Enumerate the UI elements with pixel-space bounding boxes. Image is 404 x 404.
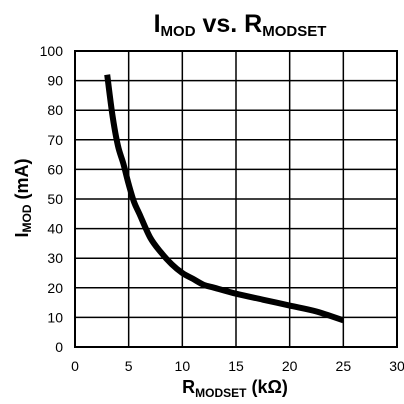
plot-border — [74, 50, 398, 348]
y-tick-label: 100 — [40, 43, 64, 59]
y-axis-label-rest: (mA) — [12, 158, 32, 204]
plot-frame — [74, 50, 398, 348]
chart-title-main-sub: MOD — [161, 23, 196, 40]
chart-title: IMOD vs. RMODSET — [154, 10, 327, 40]
y-axis-label-main: I — [12, 232, 32, 237]
x-tick-label: 10 — [175, 358, 191, 374]
y-tick-labels: 0 10 20 30 40 50 60 70 80 90 100 — [40, 43, 64, 355]
chart-title-middle: vs. R — [196, 10, 263, 38]
y-tick-label: 0 — [55, 339, 63, 355]
y-tick-label: 20 — [47, 280, 63, 296]
grid — [74, 50, 398, 348]
x-axis-label-rest: (kΩ) — [246, 377, 287, 397]
x-axis-label: RMODSET (kΩ) — [182, 377, 288, 400]
y-tick-label: 60 — [47, 161, 63, 177]
chart-title-middle-sub: MODSET — [262, 23, 326, 40]
x-tick-label: 0 — [71, 358, 79, 374]
x-tick-label: 5 — [125, 358, 133, 374]
x-axis-label-main: R — [182, 377, 195, 397]
y-tick-label: 70 — [47, 132, 63, 148]
x-tick-labels: 0 5 10 15 20 25 30 — [71, 358, 404, 374]
x-tick-label: 20 — [282, 358, 298, 374]
y-tick-label: 50 — [47, 191, 63, 207]
series — [104, 74, 345, 324]
series-line — [104, 74, 345, 324]
y-tick-label: 40 — [47, 221, 63, 237]
x-tick-label: 25 — [336, 358, 352, 374]
y-axis-label: IMOD (mA) — [12, 158, 34, 237]
x-tick-label: 15 — [228, 358, 244, 374]
x-axis-label-sub: MODSET — [195, 386, 247, 400]
y-tick-label: 10 — [47, 309, 63, 325]
y-tick-label: 80 — [47, 102, 63, 118]
y-tick-label: 30 — [47, 250, 63, 266]
y-axis-label-sub: MOD — [20, 204, 34, 232]
y-tick-label: 90 — [47, 73, 63, 89]
chart-title-main: I — [154, 10, 161, 38]
x-tick-label: 30 — [389, 358, 404, 374]
